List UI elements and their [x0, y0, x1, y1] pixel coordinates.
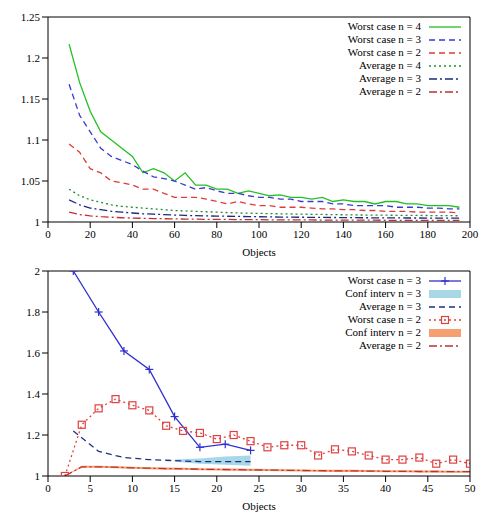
svg-text:120: 120 [293, 228, 310, 240]
html-text:Average n = 4: Average n = 4 [359, 59, 421, 71]
svg-text:1: 1 [35, 216, 41, 228]
svg-text:Objects: Objects [242, 246, 276, 258]
svg-text:80: 80 [211, 228, 223, 240]
svg-text:50: 50 [465, 482, 477, 494]
svg-text:45: 45 [422, 482, 434, 494]
html-text:Average n = 2: Average n = 2 [359, 339, 421, 351]
svg-text:140: 140 [335, 228, 352, 240]
html-text:Conf interv n = 2: Conf interv n = 2 [345, 326, 421, 338]
svg-text:20: 20 [85, 228, 97, 240]
html-text:Worst case n = 3: Worst case n = 3 [347, 274, 421, 286]
html-text:Average n = 3: Average n = 3 [359, 300, 421, 312]
svg-text:60: 60 [169, 228, 181, 240]
svg-text:100: 100 [251, 228, 268, 240]
svg-text:25: 25 [254, 482, 266, 494]
svg-text:1.2: 1.2 [26, 429, 40, 441]
svg-text:Objects: Objects [242, 500, 276, 512]
svg-text:20: 20 [211, 482, 223, 494]
svg-text:200: 200 [462, 228, 479, 240]
html-text:Conf interv n = 3: Conf interv n = 3 [345, 287, 421, 299]
svg-text:15: 15 [169, 482, 181, 494]
svg-text:1.25: 1.25 [21, 11, 41, 23]
svg-text:180: 180 [420, 228, 437, 240]
svg-text:30: 30 [296, 482, 308, 494]
svg-text:1.4: 1.4 [26, 388, 40, 400]
html-text:Average n = 3: Average n = 3 [359, 72, 421, 84]
svg-text:0: 0 [45, 482, 51, 494]
svg-text:40: 40 [127, 228, 139, 240]
svg-text:10: 10 [127, 482, 139, 494]
svg-text:35: 35 [338, 482, 350, 494]
svg-text:1.15: 1.15 [21, 93, 41, 105]
html-text:Worst case n = 3: Worst case n = 3 [347, 33, 421, 45]
svg-text:1.8: 1.8 [26, 306, 40, 318]
svg-text:1.1: 1.1 [26, 134, 40, 146]
svg-text:2: 2 [35, 265, 41, 277]
svg-text:1.6: 1.6 [26, 347, 40, 359]
svg-text:40: 40 [380, 482, 392, 494]
html-text:Worst case n = 2: Worst case n = 2 [347, 46, 421, 58]
svg-text:1.05: 1.05 [21, 175, 41, 187]
svg-text:1.2: 1.2 [26, 52, 40, 64]
html-text:Average n = 2: Average n = 2 [359, 85, 421, 97]
svg-text:5: 5 [87, 482, 93, 494]
svg-text:0: 0 [45, 228, 51, 240]
svg-text:160: 160 [377, 228, 394, 240]
html-text:Worst case n = 4: Worst case n = 4 [347, 20, 421, 32]
html-text:Worst case n = 2: Worst case n = 2 [347, 313, 421, 325]
svg-text:1: 1 [35, 470, 41, 482]
